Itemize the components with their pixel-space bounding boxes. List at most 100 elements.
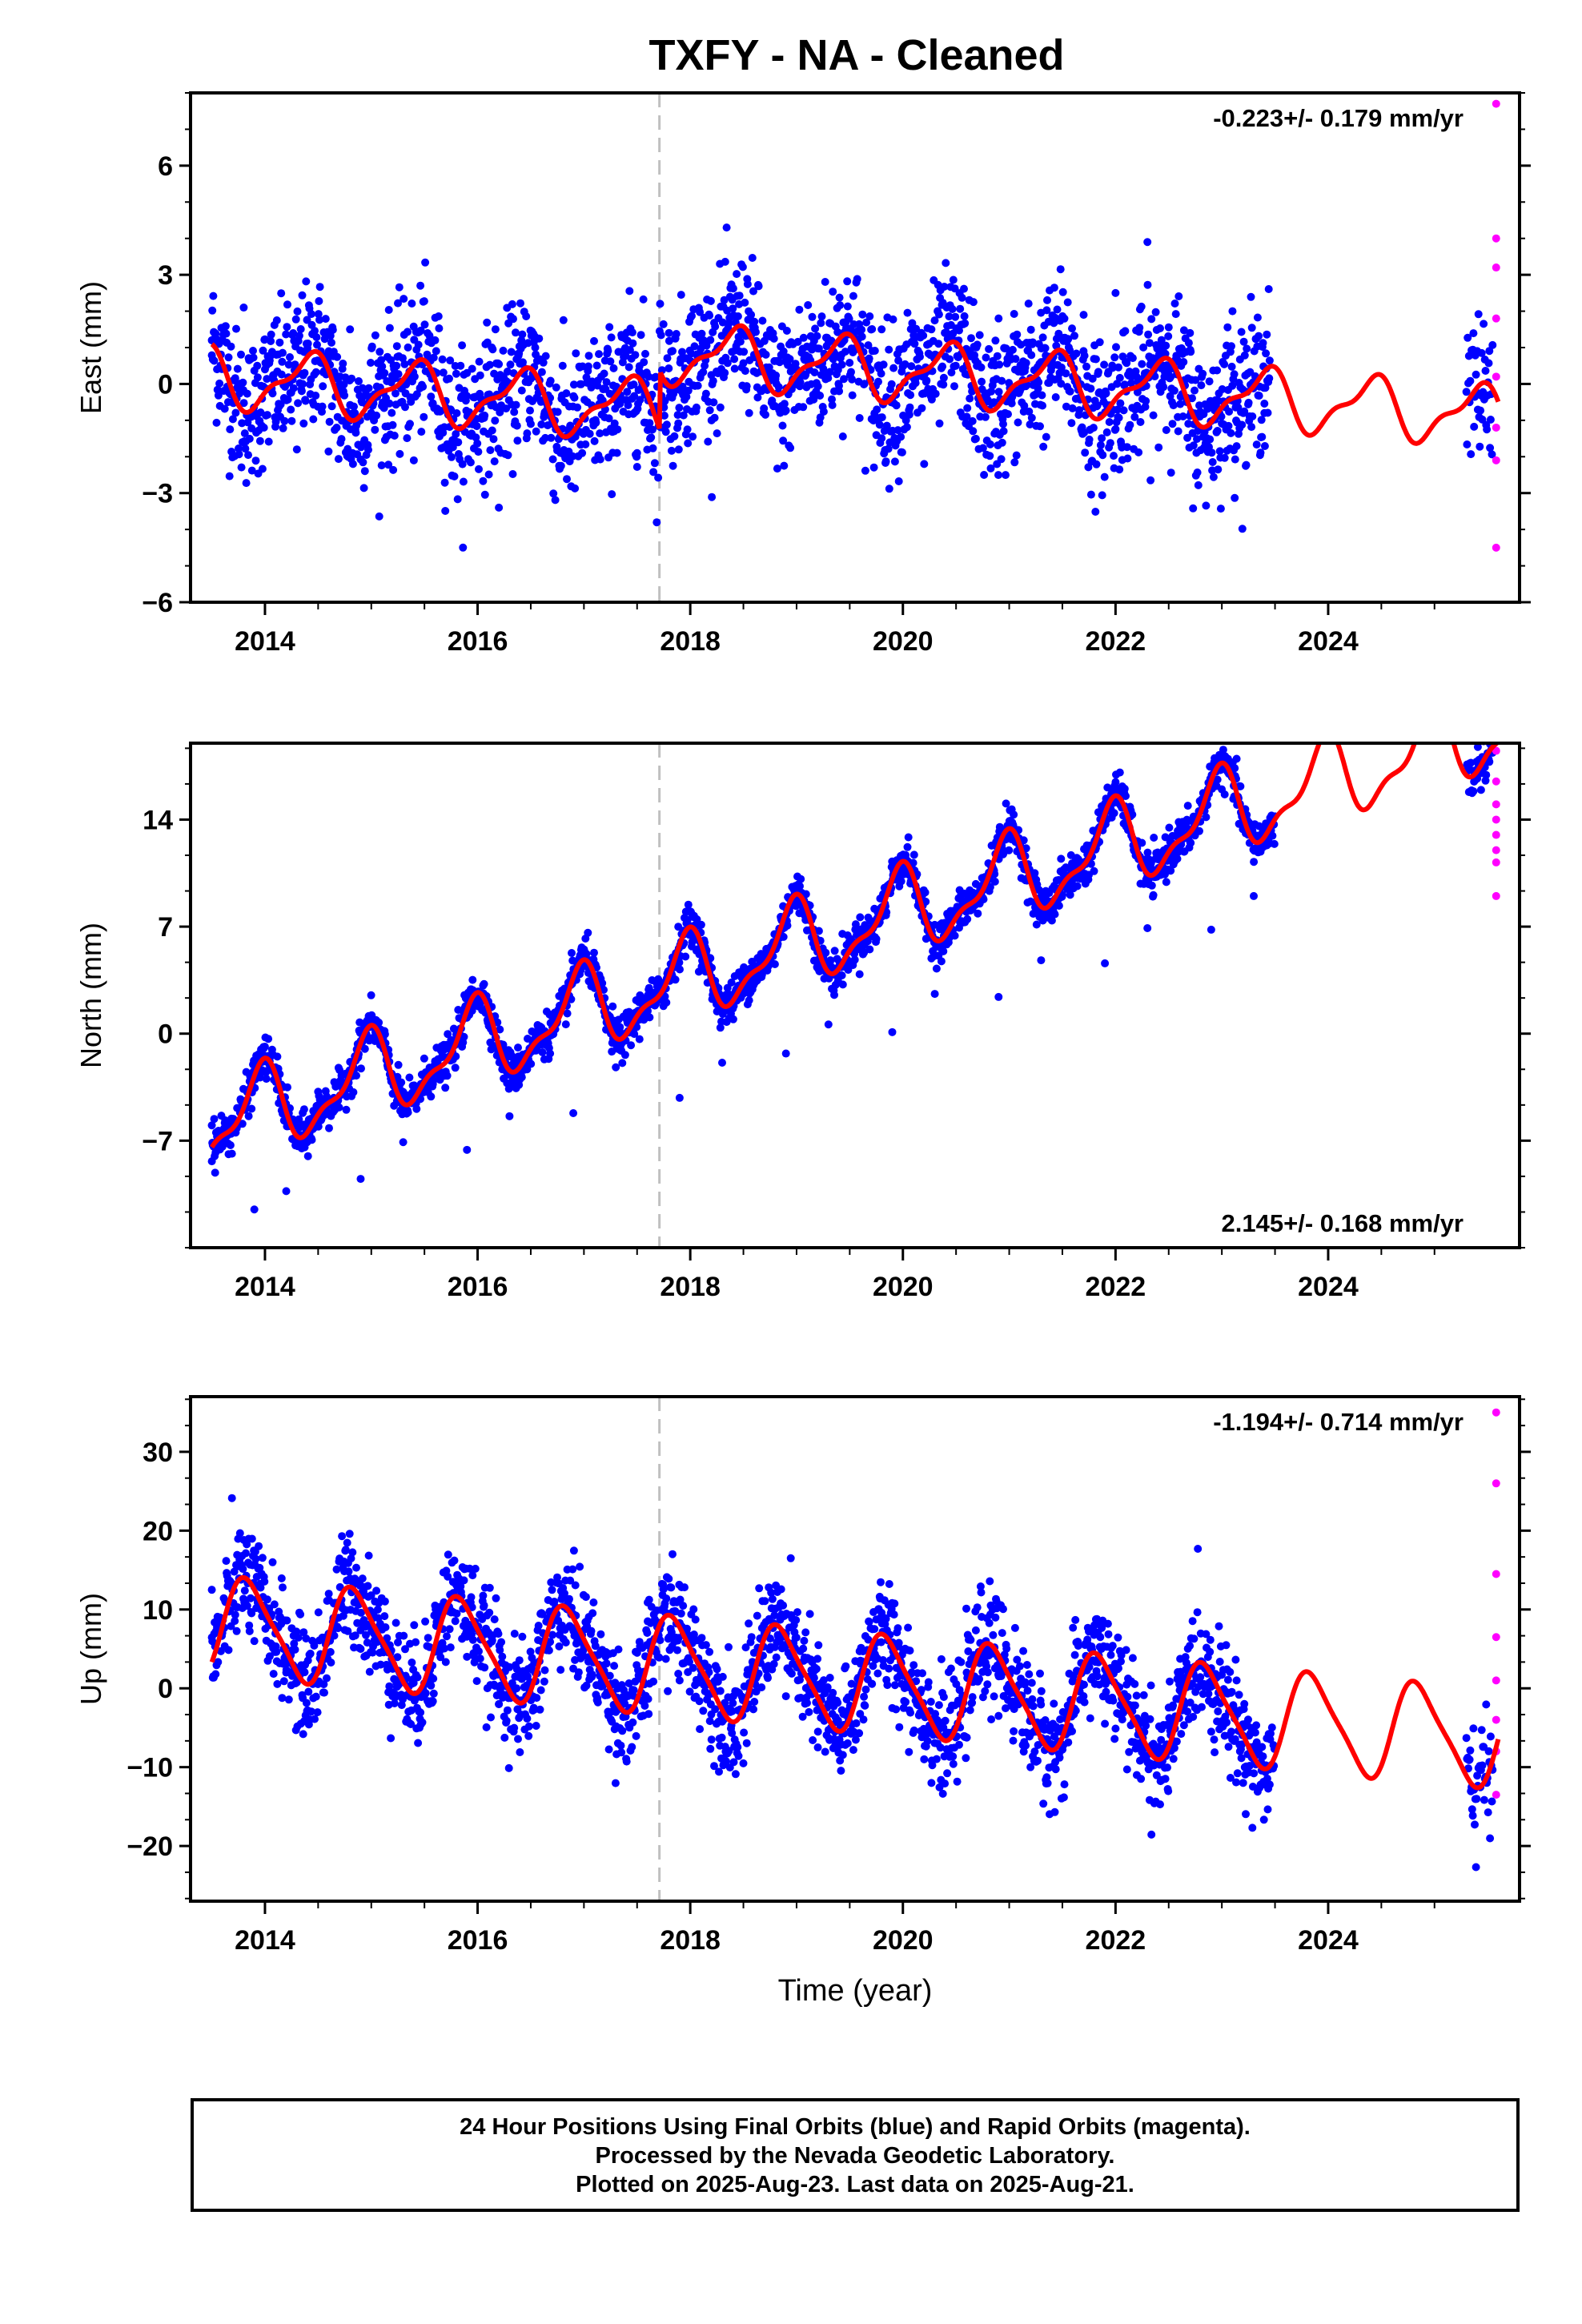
final-point xyxy=(1207,925,1215,934)
final-point xyxy=(1002,471,1010,480)
final-point xyxy=(718,1059,726,1067)
final-point xyxy=(612,1063,620,1072)
final-point xyxy=(245,1621,254,1630)
final-point xyxy=(207,336,216,344)
final-point xyxy=(427,1092,436,1101)
final-point xyxy=(598,979,607,987)
final-point xyxy=(716,1023,725,1032)
final-point xyxy=(212,418,221,427)
final-point xyxy=(283,396,292,404)
final-point xyxy=(231,1617,239,1626)
final-point xyxy=(618,1059,627,1068)
final-point xyxy=(578,362,587,371)
final-point xyxy=(696,308,705,316)
final-point xyxy=(1010,310,1018,318)
final-point xyxy=(454,438,463,447)
final-point xyxy=(978,444,987,452)
final-point xyxy=(340,391,349,400)
final-point xyxy=(405,1073,414,1082)
final-point xyxy=(1133,388,1142,396)
final-point xyxy=(727,978,736,987)
final-point xyxy=(869,463,878,472)
final-point xyxy=(1066,891,1074,899)
final-point xyxy=(346,325,355,334)
rapid-point xyxy=(1492,858,1500,866)
final-point xyxy=(1138,838,1146,847)
final-point xyxy=(1186,328,1195,337)
plot-frame xyxy=(189,742,1521,1249)
final-point xyxy=(624,401,632,409)
final-point xyxy=(507,348,516,356)
final-point xyxy=(813,332,821,340)
final-point xyxy=(1029,338,1037,347)
final-point xyxy=(969,427,978,436)
final-point xyxy=(399,1138,408,1147)
final-point xyxy=(1238,525,1247,533)
final-point xyxy=(774,383,783,392)
final-point xyxy=(315,316,323,324)
x-tick-label: 2018 xyxy=(660,1272,721,1302)
final-point xyxy=(403,434,412,443)
final-point xyxy=(605,323,614,332)
final-point xyxy=(1075,406,1083,415)
final-point xyxy=(632,1023,641,1031)
final-point xyxy=(243,389,251,398)
final-point xyxy=(979,895,988,903)
final-point xyxy=(435,324,444,332)
final-point xyxy=(921,897,930,906)
final-point xyxy=(1086,490,1095,499)
final-point xyxy=(563,475,571,484)
final-point xyxy=(232,1626,241,1635)
y-tick-label: −3 xyxy=(142,479,173,509)
final-point xyxy=(1111,424,1120,433)
final-point xyxy=(1231,493,1239,502)
final-point xyxy=(973,340,982,349)
final-point xyxy=(894,356,903,365)
final-point xyxy=(276,400,285,408)
final-point xyxy=(429,1076,438,1085)
final-point xyxy=(472,433,480,442)
final-point xyxy=(980,471,989,479)
final-point xyxy=(404,1108,412,1117)
final-point xyxy=(263,411,271,420)
final-point xyxy=(306,1649,315,1658)
final-point xyxy=(596,455,604,464)
final-point xyxy=(239,378,247,387)
final-point xyxy=(1481,367,1490,375)
final-point xyxy=(514,1043,522,1052)
final-point xyxy=(409,456,418,464)
final-point xyxy=(578,448,587,457)
final-point xyxy=(718,318,727,327)
final-point xyxy=(947,368,956,377)
final-point xyxy=(1010,810,1018,819)
final-point xyxy=(733,312,742,320)
final-point xyxy=(420,1054,428,1063)
final-point xyxy=(1193,435,1201,444)
final-point xyxy=(226,1141,235,1149)
final-point xyxy=(1123,454,1132,463)
final-point xyxy=(1022,359,1030,368)
final-point xyxy=(1232,442,1241,451)
final-point xyxy=(612,448,621,457)
final-point xyxy=(635,1035,644,1043)
final-point xyxy=(596,429,604,438)
final-point xyxy=(1231,455,1239,464)
final-point xyxy=(1094,368,1102,376)
final-point xyxy=(684,439,693,448)
final-point xyxy=(745,996,753,1005)
final-point xyxy=(399,354,407,363)
final-point xyxy=(260,365,269,374)
final-point xyxy=(293,307,302,316)
final-point xyxy=(956,304,965,313)
final-point xyxy=(303,340,312,348)
final-point xyxy=(450,472,459,480)
final-point xyxy=(997,455,1006,464)
final-point xyxy=(841,348,849,356)
final-point xyxy=(1146,476,1155,485)
final-point xyxy=(412,1104,421,1113)
final-point xyxy=(969,298,978,307)
final-point xyxy=(761,350,770,359)
final-point xyxy=(299,380,307,388)
